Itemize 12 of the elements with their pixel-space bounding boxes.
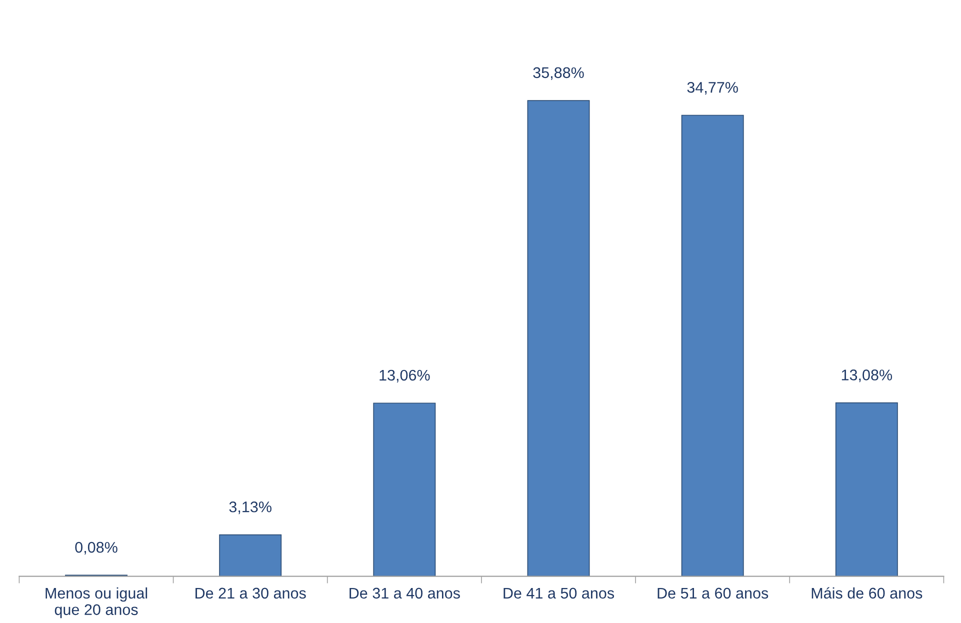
data-label: 34,77% [687, 82, 738, 95]
data-label: 0,08% [75, 542, 118, 555]
x-tick-label: Menos ou igual que 20 anos [46, 587, 148, 618]
x-tick-label: De 31 a 40 anos [350, 588, 460, 599]
x-tick-label: De 51 a 60 anos [658, 588, 768, 599]
data-label: 13,06% [380, 370, 430, 382]
x-tick-label: De 41 a 50 anos [504, 588, 614, 599]
data-label: 3,13% [229, 501, 272, 514]
x-tick-label: De 21 a 30 anos [196, 588, 306, 599]
x-tick-label: Máis de 60 anos [812, 587, 922, 599]
data-label: 13,08% [842, 370, 892, 382]
data-label: 35,88% [533, 67, 584, 80]
